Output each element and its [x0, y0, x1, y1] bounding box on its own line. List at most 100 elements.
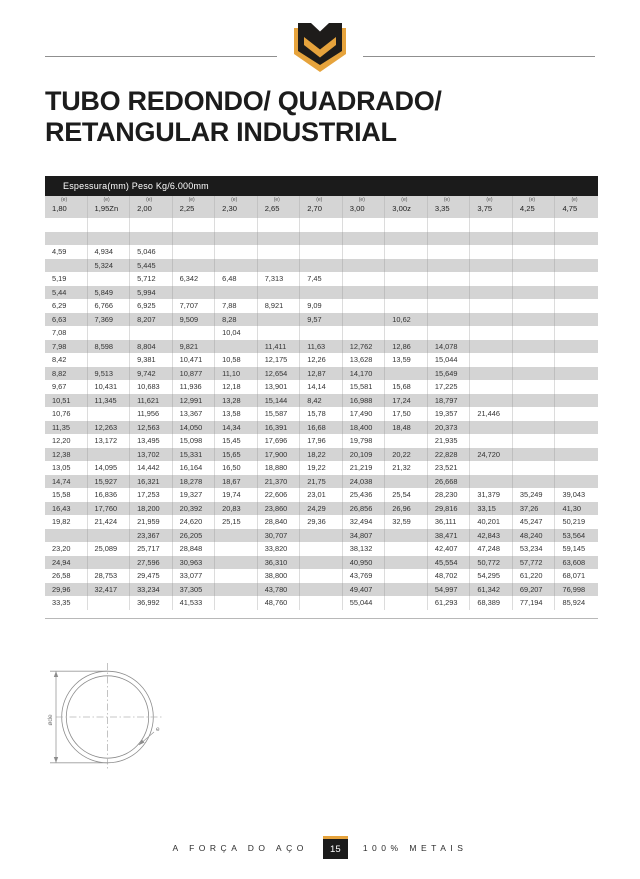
table-cell: 10,471: [173, 353, 216, 367]
table-row: 5,44 5,849 5,994: [45, 285, 598, 299]
table-cell: [343, 231, 386, 245]
table-cell: 57,772: [513, 555, 556, 569]
table-cell: [428, 326, 471, 340]
table-cell: [88, 272, 131, 286]
table-cell: [385, 258, 428, 272]
table-cell: [555, 380, 598, 394]
column-header: (e) 2,65: [258, 196, 301, 218]
table-cell: 7,08: [45, 326, 88, 340]
table-cell: 30,963: [173, 555, 216, 569]
table-cell: [88, 447, 131, 461]
table-cell: [470, 245, 513, 259]
table-cell: [385, 218, 428, 232]
table-cell: [300, 596, 343, 610]
column-sublabel: (e): [61, 197, 68, 203]
table-cell: 15,78: [300, 407, 343, 421]
table-row: 10,51 11,345 11,621 12,991 13,28 15,144 8,42 16…: [45, 393, 598, 407]
column-header-label: 3,00z: [392, 204, 411, 213]
table-cell: 18,67: [215, 474, 258, 488]
table-cell: 61,342: [470, 582, 513, 596]
footer-slogan-left: A FORÇA DO AÇO: [172, 842, 308, 853]
table-cell: 23,367: [130, 528, 173, 542]
table-cell: [385, 528, 428, 542]
table-cell: 12,18: [215, 380, 258, 394]
table-cell: 21,219: [343, 461, 386, 475]
table-cell: 17,253: [130, 488, 173, 502]
table-cell: [555, 313, 598, 327]
table-cell: [470, 474, 513, 488]
table-cell: 6,63: [45, 312, 88, 326]
table-cell: 12,86: [385, 339, 428, 353]
table-cell: 5,712: [130, 272, 173, 286]
table-cell: [470, 380, 513, 394]
table-cell: [385, 434, 428, 448]
table-cell: 21,959: [130, 515, 173, 529]
table-cell: 5,19: [45, 272, 88, 286]
table-cell: [215, 285, 258, 299]
table-cell: 17,225: [428, 380, 471, 394]
table-cell: [513, 231, 556, 245]
column-header: (e) 2,00: [130, 196, 173, 218]
table-cell: 8,207: [130, 312, 173, 326]
table-cell: 4,934: [88, 245, 131, 259]
table-cell: 16,321: [130, 474, 173, 488]
table-cell: 15,58: [45, 488, 88, 502]
table-cell: 8,42: [300, 393, 343, 407]
table-cell: 7,88: [215, 299, 258, 313]
table-cell: 15,587: [258, 407, 301, 421]
table-cell: 20,373: [428, 420, 471, 434]
table-cell: 10,431: [88, 380, 131, 394]
table-cell: 13,05: [45, 461, 88, 475]
table-cell: 7,707: [173, 299, 216, 313]
table-cell: [513, 407, 556, 421]
table-cell: 55,044: [343, 596, 386, 610]
table-cell: 33,35: [45, 596, 88, 610]
table-cell: [385, 231, 428, 245]
table-cell: 33,820: [258, 542, 301, 556]
table-cell: [470, 285, 513, 299]
table-cell: 17,696: [258, 434, 301, 448]
table-cell: 24,94: [45, 555, 88, 569]
table-cell: 7,98: [45, 339, 88, 353]
table-cell: 17,490: [343, 407, 386, 421]
table-cell: [300, 326, 343, 340]
table-cell: 54,997: [428, 582, 471, 596]
table-row: 23,20 25,089 25,717 28,848 33,820 38,132 42,40…: [45, 542, 598, 556]
table-cell: [173, 231, 216, 245]
table-cell: 42,843: [470, 528, 513, 542]
table-cell: 68,389: [470, 596, 513, 610]
table-cell: 15,144: [258, 393, 301, 407]
table-cell: [428, 231, 471, 245]
table-cell: [428, 258, 471, 272]
table-cell: 28,230: [428, 488, 471, 502]
table-cell: 15,331: [173, 447, 216, 461]
table-cell: 8,28: [215, 312, 258, 326]
table-cell: 12,991: [173, 393, 216, 407]
table-cell: [130, 326, 173, 340]
table-cell: 15,927: [88, 474, 131, 488]
table-cell: 32,494: [343, 515, 386, 529]
column-header: (e) 2,30: [215, 196, 258, 218]
table-cell: 14,095: [88, 461, 131, 475]
table-cell: [258, 326, 301, 340]
table-cell: 38,132: [343, 542, 386, 556]
table-cell: 48,702: [428, 569, 471, 583]
table-cell: [88, 231, 131, 245]
table-cell: 12,563: [130, 420, 173, 434]
table-cell: 11,10: [215, 366, 258, 380]
table-cell: 11,345: [88, 393, 131, 407]
table-cell: 18,200: [130, 501, 173, 515]
table-cell: 26,205: [173, 528, 216, 542]
table-cell: 10,51: [45, 393, 88, 407]
table-cell: 16,391: [258, 420, 301, 434]
table-cell: [555, 434, 598, 448]
table-row: 24,94 27,596 30,963 36,310 40,950 45,554 50,77…: [45, 555, 598, 569]
table-cell: [215, 231, 258, 245]
table-cell: 12,762: [343, 339, 386, 353]
table-cell: [513, 339, 556, 353]
table-cell: [428, 272, 471, 286]
table-row: 13,05 14,095 14,442 16,164 16,50 18,880 19,22 2…: [45, 461, 598, 475]
table-cell: 5,445: [130, 258, 173, 272]
table-cell: 24,720: [470, 447, 513, 461]
table-footer-strip: [45, 609, 598, 619]
